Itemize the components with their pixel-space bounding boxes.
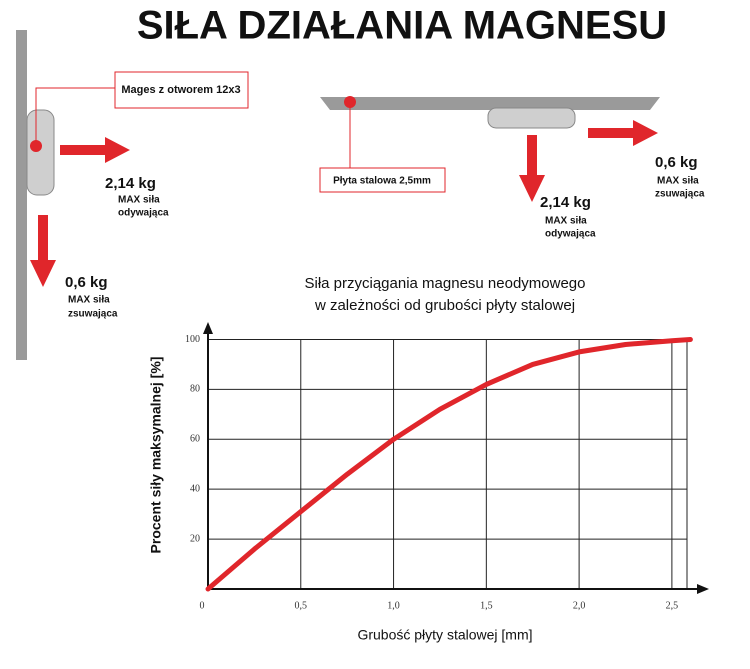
y-axis-arrow [203, 322, 213, 334]
force-note: zsuwająca [655, 189, 705, 200]
force-value: 0,6 kg [65, 274, 108, 291]
x-tick-label: 2,5 [666, 600, 679, 611]
arrow [60, 137, 130, 163]
force-value: 2,14 kg [105, 175, 156, 192]
chart-title: Siła przyciągania magnesu neodymowego [304, 275, 585, 292]
arrow [30, 215, 56, 287]
y-axis-label: Procent siły maksymalnej [%] [148, 357, 164, 554]
x-tick-label: 0 [200, 600, 205, 611]
y-tick-label: 60 [190, 434, 200, 445]
force-note: MAX siła [118, 195, 160, 206]
magnet [26, 109, 55, 196]
x-tick-label: 0,5 [295, 600, 308, 611]
steel-plate [320, 97, 660, 110]
leader-line [35, 87, 115, 146]
label: Mages z otworem 12x3 [121, 84, 240, 96]
arrow [588, 120, 658, 146]
magnet [487, 107, 576, 129]
y-tick-label: 100 [185, 334, 200, 345]
force-note: odywająca [118, 208, 169, 219]
label-box [319, 167, 446, 193]
y-tick-label: 80 [190, 384, 200, 395]
x-axis-label: Grubość płyty stalowej [mm] [357, 627, 532, 643]
plot-area: 20 40 60 80 100 0 0,5 1,0 1,5 2,0 2,5 [185, 322, 709, 611]
force-note: MAX siła [68, 295, 110, 306]
y-tick-label: 20 [190, 533, 200, 544]
force-note: MAX siła [545, 216, 587, 227]
force-note: zsuwająca [68, 309, 118, 320]
data-line [205, 337, 693, 592]
force-value: 2,14 kg [540, 194, 591, 211]
force-note: odywająca [545, 229, 596, 240]
x-tick-label: 1,5 [480, 600, 493, 611]
label: Płyta stalowa 2,5mm [333, 176, 431, 187]
chart-title: w zależności od grubości płyty stalowej [314, 297, 575, 314]
y-tick-label: 40 [190, 483, 200, 494]
x-tick-label: 2,0 [573, 600, 586, 611]
arrow [519, 135, 545, 202]
force-note: MAX siła [657, 176, 699, 187]
x-axis-arrow [697, 584, 709, 594]
main-title: SIŁA DZIAŁANIA MAGNESU [137, 4, 667, 48]
steel-wall [16, 30, 27, 360]
x-tick-label: 1,0 [387, 600, 400, 611]
force-value: 0,6 kg [655, 154, 698, 171]
label-box [114, 71, 249, 109]
